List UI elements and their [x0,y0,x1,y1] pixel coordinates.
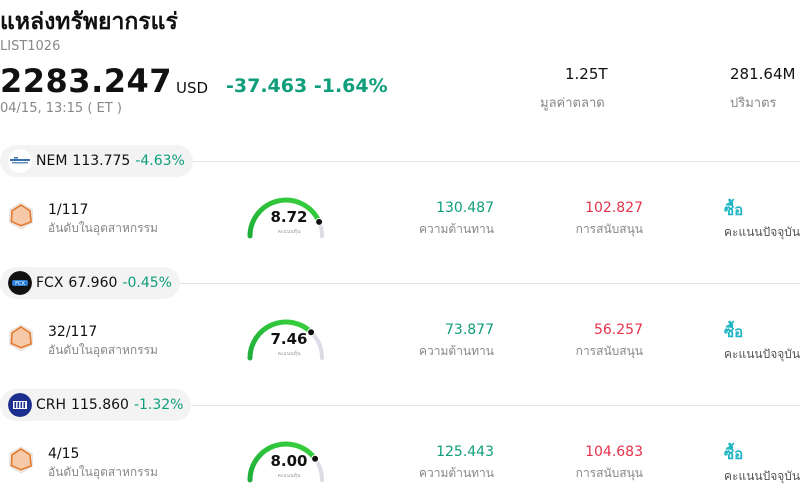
svg-text:FCX: FCX [15,281,25,287]
score-gauge [244,312,336,364]
resistance-label: ความต้านทาน [419,222,494,236]
ticker-price: 115.860 [71,397,129,413]
score-value: 8.00 [270,452,308,470]
price-change: -37.463 -1.64% [226,75,388,97]
freeport-logo-icon: FCX [8,271,32,295]
support-label: การสนับสนุน [575,344,643,358]
ticker-change: -0.45% [122,275,172,291]
industry-rank-label: อันดับในอุตสาหกรรม [48,465,158,479]
score-gauge [244,190,336,242]
resistance-value: 125.443 [436,444,494,460]
industry-rank: 4/15 [48,446,80,462]
score-value: 7.46 [270,330,308,348]
ticker-symbol: FCX [36,275,64,291]
ticker-symbol: CRH [36,397,67,413]
price-change-value: -37.463 [226,75,308,97]
current-score-label: คะแนนปัจจุบัน [724,347,800,361]
timestamp: 04/15, 13:15 ( ET ) [0,101,122,116]
stock-pill[interactable]: FCX FCX 67.960 -0.45% [0,267,180,299]
stock-pill[interactable]: CRH 115.860 -1.32% [0,389,192,421]
section-divider [180,405,800,406]
score-caption: คะแนนหุ้น [277,229,301,235]
market-cap-label: มูลค่าตลาด [540,96,605,111]
radar-chart-icon [6,323,36,353]
radar-chart-icon [6,201,36,231]
ticker-price: 67.960 [68,275,118,291]
newmont-logo-icon [8,149,32,173]
crh-logo-icon [8,393,32,417]
support-label: การสนับสนุน [575,222,643,236]
price-change-percent: -1.64% [313,75,388,97]
resistance-label: ความต้านทาน [419,344,494,358]
score-gauge [244,434,336,486]
industry-rank-label: อันดับในอุตสาหกรรม [48,343,158,357]
ticker-change: -4.63% [135,153,185,169]
support-value: 102.827 [585,200,643,216]
currency-label: USD [176,79,209,97]
resistance-value: 73.877 [445,322,494,338]
radar-chart-icon [6,445,36,475]
ticker-change: -1.32% [133,397,184,413]
rating-buy[interactable]: ซื้อ [724,445,744,463]
support-value: 56.257 [594,322,643,338]
score-caption: คะแนนหุ้น [277,351,301,357]
score-value: 8.72 [270,208,308,226]
page-title: แหล่งทรัพยากรแร่ [0,9,178,35]
section-divider [180,283,800,284]
stock-pill[interactable]: NEM 113.775 -4.63% [0,145,193,177]
volume-label: ปริมาตร [730,96,777,111]
support-value: 104.683 [585,444,643,460]
rating-buy[interactable]: ซื้อ [724,201,744,219]
current-score-label: คะแนนปัจจุบัน [724,225,800,239]
industry-rank: 1/117 [48,202,89,218]
score-caption: คะแนนหุ้น [277,473,301,479]
ticker-symbol: NEM [36,153,68,169]
current-score-label: คะแนนปัจจุบัน [724,469,800,483]
section-divider [180,161,800,162]
index-price: 2283.247 [0,62,173,100]
volume-value: 281.64M [730,65,796,83]
ticker-price: 113.775 [72,153,131,169]
industry-rank: 32/117 [48,324,98,340]
list-code: LIST1026 [0,39,61,54]
resistance-label: ความต้านทาน [419,466,494,480]
industry-rank-label: อันดับในอุตสาหกรรม [48,221,158,235]
support-label: การสนับสนุน [575,466,643,480]
market-cap-value: 1.25T [565,65,608,83]
resistance-value: 130.487 [436,200,494,216]
rating-buy[interactable]: ซื้อ [724,323,744,341]
